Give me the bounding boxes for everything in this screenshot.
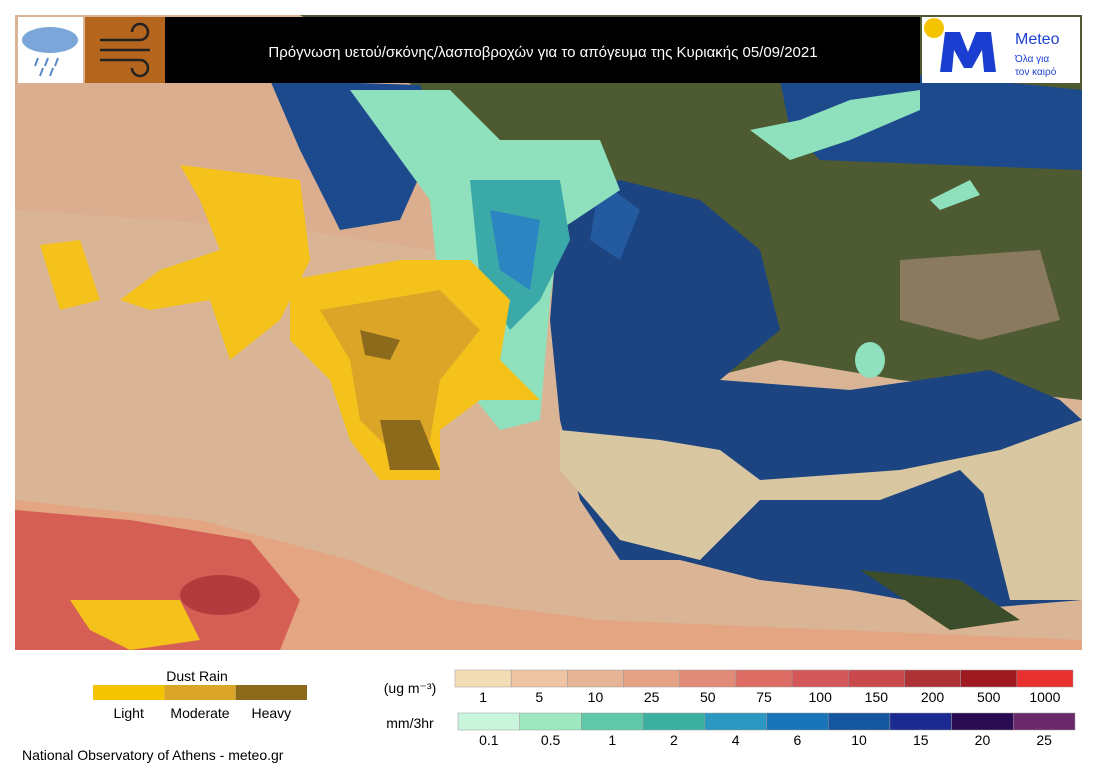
scale-swatch	[454, 669, 512, 688]
scale-label: 25	[1036, 732, 1052, 748]
dust-legend-title: Dust Rain	[166, 668, 227, 684]
logo-tagline: Όλα για	[1014, 54, 1049, 65]
dust-swatch	[235, 685, 307, 700]
scale-label: 100	[809, 689, 833, 705]
scale-label: 150	[865, 689, 889, 705]
dust-level-label: Heavy	[251, 705, 291, 721]
scale-swatch	[510, 669, 568, 688]
dust-swatch	[93, 685, 165, 700]
map	[15, 15, 1082, 650]
logo-m	[940, 32, 996, 72]
scale-label: 15	[913, 732, 929, 748]
scale-label: 0.1	[479, 732, 499, 748]
scale-swatch	[1016, 669, 1074, 688]
scale-swatch	[679, 669, 737, 688]
scale-label: 2	[670, 732, 678, 748]
title: Πρόγνωση υετού/σκόνης/λασποβροχών για το…	[268, 44, 817, 61]
scale-swatch	[889, 712, 952, 731]
precipitation-unit: mm/3hr	[386, 715, 434, 731]
scale-label: 200	[921, 689, 945, 705]
title-bar	[165, 17, 920, 83]
scale-swatch	[581, 712, 644, 731]
logo-sun	[924, 18, 944, 38]
wind-symbol	[100, 22, 150, 78]
scale-label: 20	[975, 732, 991, 748]
scale-swatch	[457, 712, 520, 731]
rain-icon	[22, 27, 78, 53]
concentration-unit: (ug m⁻³)	[384, 680, 437, 696]
footer: National Observatory of Athens - meteo.g…	[22, 747, 284, 763]
scale-label: 6	[793, 732, 801, 748]
scale-swatch	[848, 669, 905, 688]
scale-swatch	[735, 669, 793, 688]
scale-label: 10	[851, 732, 867, 748]
scale-swatch	[951, 712, 1014, 731]
scale-swatch	[642, 712, 706, 731]
dust-swatch	[164, 685, 236, 700]
scale-label: 4	[732, 732, 740, 748]
scale-label: 25	[644, 689, 660, 705]
logo-tagline: τον καιρό	[1015, 66, 1057, 78]
scale-label: 500	[977, 689, 1001, 705]
scale-swatch	[766, 712, 829, 731]
scale-swatch	[960, 669, 1018, 688]
dust-level-label: Moderate	[170, 705, 229, 721]
scale-label: 50	[700, 689, 716, 705]
dust-level-label: Light	[113, 705, 143, 721]
scale-swatch	[791, 669, 849, 688]
scale-label: 1000	[1029, 689, 1060, 705]
scale-label: 75	[756, 689, 772, 705]
scale-swatch	[1013, 712, 1076, 731]
scale-label: 5	[535, 689, 543, 705]
scale-swatch	[904, 669, 961, 688]
scale-label: 10	[588, 689, 604, 705]
rain-drops	[34, 57, 59, 77]
logo-name: Meteo	[1015, 31, 1060, 48]
scale-swatch	[623, 669, 680, 688]
scale-label: 1	[608, 732, 616, 748]
scale-swatch	[827, 712, 891, 731]
scale-label: 0.5	[541, 732, 561, 748]
scale-swatch	[519, 712, 582, 731]
scale-label: 1	[479, 689, 487, 705]
scale-swatch	[704, 712, 767, 731]
scale-swatch	[567, 669, 624, 688]
